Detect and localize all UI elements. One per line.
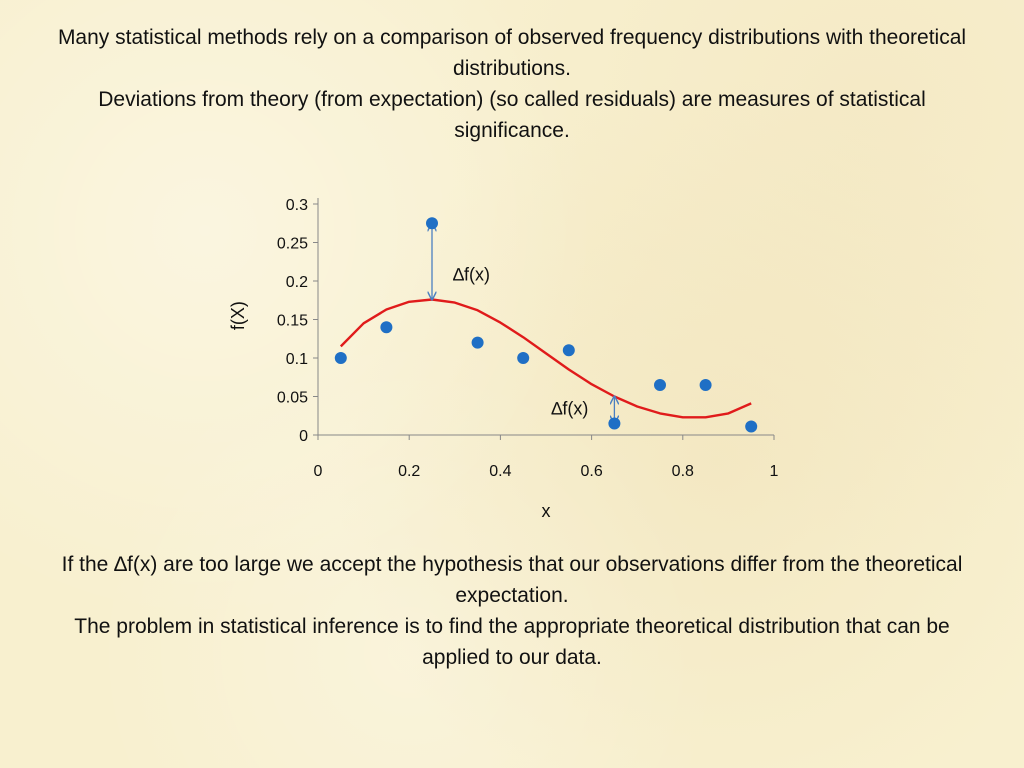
- theoretical-curve: [339, 298, 752, 419]
- y-tick-label: 0.25: [277, 236, 308, 253]
- intro-text: Many statistical methods rely on a compa…: [40, 22, 984, 146]
- y-tick-label: 0.2: [286, 274, 308, 291]
- y-tick-label: 0.05: [277, 390, 308, 407]
- conclusion-text: If the ∆f(x) are too large we accept the…: [60, 549, 964, 673]
- conclusion-line-2: The problem in statistical inference is …: [74, 615, 950, 669]
- data-point: [699, 378, 712, 391]
- intro-line-2: Deviations from theory (from expectation…: [98, 88, 926, 142]
- x-axis-label: x: [542, 501, 551, 521]
- data-point: [471, 336, 484, 349]
- data-point: [517, 352, 530, 364]
- residual-label: ∆f(x): [453, 264, 490, 284]
- residual-label: ∆f(x): [551, 399, 588, 419]
- x-tick-label: 1: [770, 463, 779, 480]
- x-tick-label: 0.8: [672, 463, 694, 480]
- y-tick-label: 0.15: [277, 313, 308, 330]
- data-point: [380, 321, 393, 334]
- data-point: [562, 344, 575, 357]
- data-point: [608, 417, 621, 430]
- data-point: [426, 217, 438, 230]
- y-tick-label: 0: [299, 428, 308, 445]
- x-tick-label: 0.6: [580, 463, 602, 480]
- data-point: [745, 420, 758, 433]
- intro-line-1: Many statistical methods rely on a compa…: [57, 26, 967, 80]
- y-tick-label: 0.1: [286, 351, 308, 368]
- data-point: [334, 352, 347, 364]
- y-axis-label: f(X): [228, 301, 248, 330]
- y-tick-label: 0.3: [286, 197, 308, 214]
- residuals-chart: 0 0.05 0.1 0.15 0.2 0.25 0.3 0 0.2 0.4 0.6 0.8 1 x f(X…: [228, 197, 779, 521]
- x-tick-label: 0: [314, 463, 323, 480]
- data-point: [654, 378, 666, 391]
- x-tick-label: 0.4: [489, 463, 511, 480]
- x-tick-label: 0.2: [398, 463, 420, 480]
- conclusion-line-1: If the ∆f(x) are too large we accept the…: [61, 553, 963, 607]
